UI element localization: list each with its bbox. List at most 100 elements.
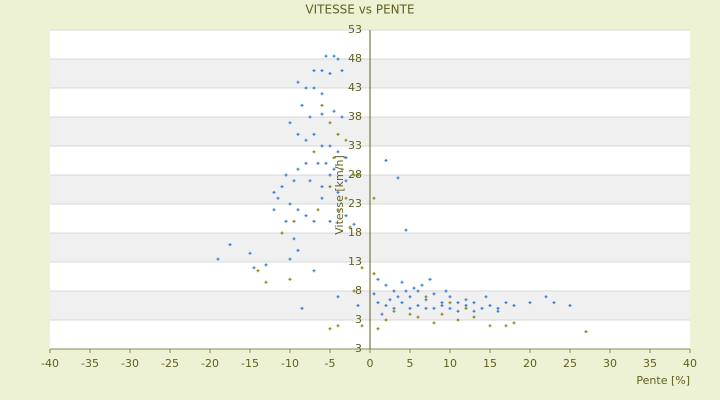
x-tick-label: -10 [281, 357, 299, 370]
point [424, 295, 428, 299]
point [456, 301, 460, 305]
point [312, 150, 316, 154]
point [284, 219, 288, 223]
point [448, 295, 452, 299]
point [400, 280, 404, 284]
point [316, 161, 320, 165]
point [584, 330, 588, 334]
point [412, 286, 416, 290]
point [332, 109, 336, 113]
point [296, 132, 300, 136]
point [228, 243, 232, 247]
point [320, 185, 324, 189]
point [392, 306, 396, 310]
y-tick-label: 53 [348, 23, 362, 36]
point [464, 298, 468, 302]
point [344, 179, 348, 183]
point [356, 304, 360, 307]
point [496, 309, 500, 313]
point [472, 309, 476, 313]
y-tick-label: 8 [355, 284, 362, 297]
point [328, 185, 332, 189]
x-tick-label: 10 [443, 357, 457, 370]
point [384, 318, 388, 322]
point [448, 301, 452, 305]
y-tick-label: 48 [348, 52, 362, 65]
point [448, 306, 452, 310]
point [344, 196, 348, 200]
point [392, 309, 396, 313]
point [308, 179, 312, 183]
point [340, 69, 344, 73]
point [288, 257, 292, 261]
y-tick-label: 13 [348, 255, 362, 268]
point [336, 190, 340, 194]
x-tick-label: 20 [523, 357, 537, 370]
point [408, 312, 412, 316]
x-tick-label: 0 [367, 357, 374, 370]
point [264, 280, 268, 284]
x-tick-label: -20 [201, 357, 219, 370]
point [404, 289, 408, 293]
point [328, 219, 332, 223]
point [336, 324, 340, 328]
point [488, 324, 492, 328]
point [372, 292, 376, 296]
point [352, 289, 356, 293]
point [440, 301, 444, 305]
point [504, 324, 508, 328]
point [420, 283, 424, 287]
point [392, 289, 396, 293]
point [292, 219, 296, 223]
point [356, 173, 360, 177]
point [288, 121, 292, 125]
point [300, 306, 304, 310]
point [320, 103, 324, 107]
point [304, 161, 308, 165]
point [296, 80, 300, 84]
point [248, 251, 252, 255]
point [440, 312, 444, 316]
point [300, 103, 304, 107]
point [336, 150, 340, 154]
point [408, 295, 412, 299]
point [352, 173, 356, 177]
point [312, 219, 316, 223]
point [388, 298, 392, 302]
point [352, 222, 356, 226]
x-tick-label: 5 [407, 357, 414, 370]
point [424, 306, 428, 310]
point [344, 138, 348, 142]
y-tick-label: 18 [348, 226, 362, 239]
point [340, 115, 344, 119]
point [264, 263, 268, 267]
point [416, 289, 420, 293]
point [328, 121, 332, 125]
point [324, 161, 328, 165]
point [304, 214, 308, 218]
point [336, 57, 340, 61]
point [484, 295, 488, 299]
point [284, 173, 288, 177]
point [316, 208, 320, 212]
point [332, 156, 336, 160]
point [376, 327, 380, 331]
point [276, 196, 280, 200]
point [296, 208, 300, 212]
point [464, 306, 468, 310]
point [488, 304, 492, 307]
point [216, 257, 220, 261]
point [320, 69, 324, 73]
point [324, 54, 328, 58]
x-tick-label: -40 [41, 357, 59, 370]
point [308, 115, 312, 119]
point [384, 283, 388, 287]
point [384, 159, 388, 162]
point [320, 196, 324, 200]
x-tick-label: 40 [683, 357, 697, 370]
point [424, 298, 428, 302]
x-tick-label: -30 [121, 357, 139, 370]
point [416, 315, 420, 319]
point [288, 202, 292, 206]
point [320, 144, 324, 148]
